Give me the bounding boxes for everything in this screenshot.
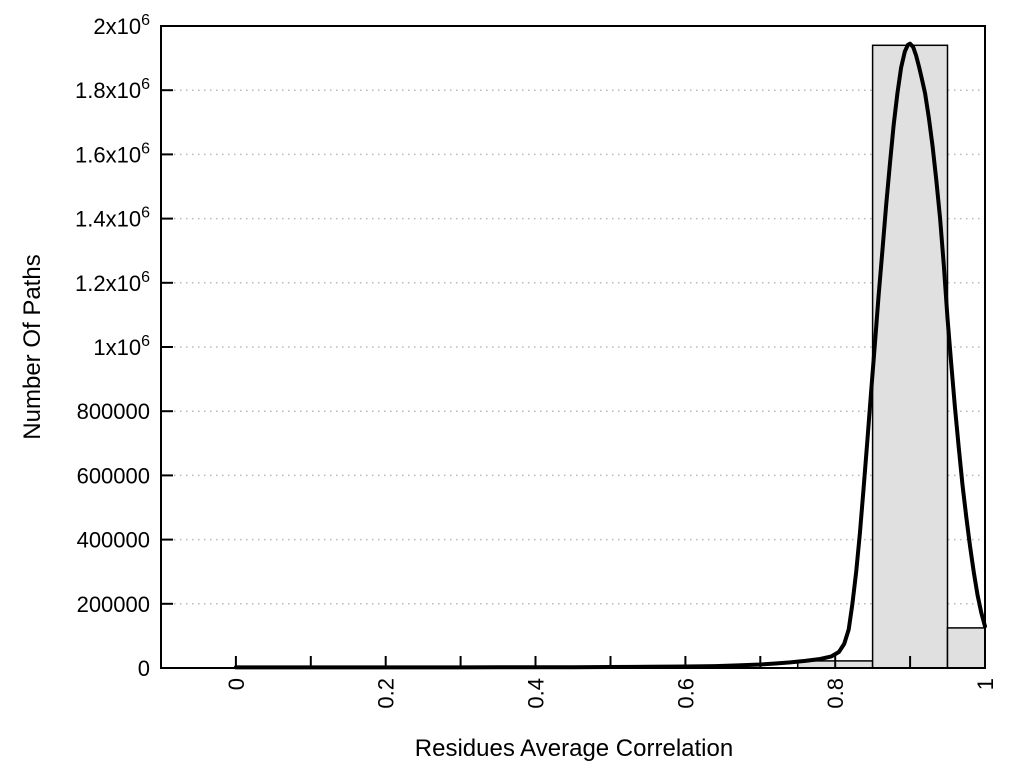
x-axis-title: Residues Average Correlation [415,735,733,762]
x-tick-label: 0.4 [524,678,549,709]
gridlines [162,89,984,605]
y-axis-ticks [162,25,173,669]
x-tick-label: 0.8 [823,678,848,709]
y-tick-labels: 0 200000 400000 600000 800000 1x106 1.2x106 1.4… [75,12,150,681]
histogram-bar [871,44,949,669]
x-tick-label: 0.6 [673,678,698,709]
y-axis-title: Number Of Paths [19,254,46,439]
y-tick-label: 1.4x106 [75,205,150,232]
x-axis-ticks [234,656,986,667]
plot-border [160,25,986,669]
y-tick-label: 1.2x106 [75,269,150,296]
density-curve [233,41,987,670]
y-tick-label: 0 [138,656,150,681]
x-tick-label: 1 [973,678,998,690]
y-tick-label: 400000 [77,528,150,553]
y-tick-label: 1x106 [93,333,150,360]
y-tick-label: 2x106 [93,12,150,39]
histogram-bar [946,627,986,669]
x-tick-label: 0 [224,678,249,690]
x-tick-labels: 0 0.2 0.4 0.6 0.8 1 [224,678,998,709]
y-tick-label: 200000 [77,592,150,617]
y-tick-label: 1.6x106 [75,140,150,167]
y-tick-label: 1.8x106 [75,76,150,103]
y-tick-label: 800000 [77,399,150,424]
y-tick-label: 600000 [77,463,150,488]
x-tick-label: 0.2 [374,678,399,709]
